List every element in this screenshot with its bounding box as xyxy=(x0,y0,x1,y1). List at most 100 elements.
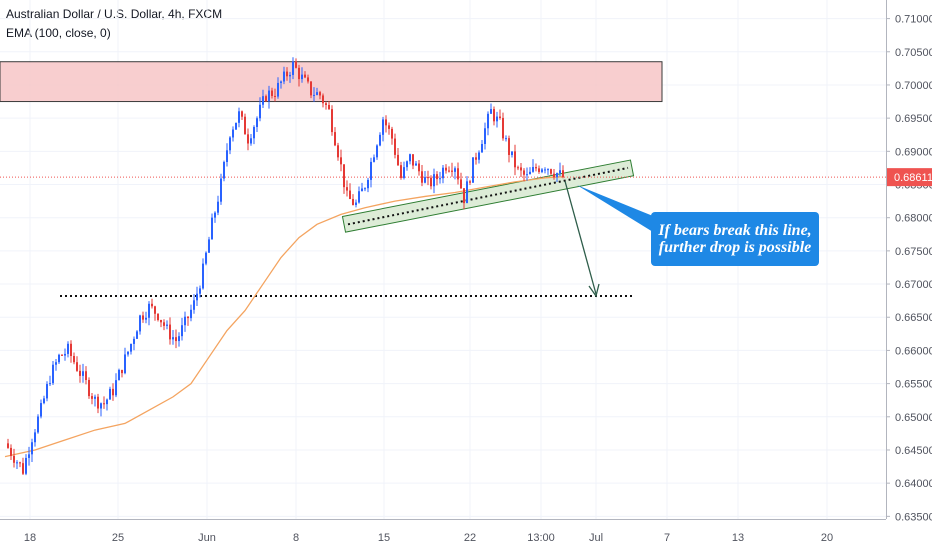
candle-body xyxy=(409,154,411,162)
candle-body xyxy=(148,303,150,318)
candle-body xyxy=(46,384,48,399)
candle-body xyxy=(304,74,306,78)
candle-body xyxy=(262,96,264,105)
candle-body xyxy=(337,145,339,158)
candle-body xyxy=(358,191,360,203)
candle-body xyxy=(508,138,510,155)
candle-body xyxy=(433,174,435,187)
candle-body xyxy=(58,354,60,363)
candle-body xyxy=(538,168,540,172)
candle-body xyxy=(37,416,39,433)
candle-body xyxy=(85,371,87,380)
candle-body xyxy=(106,399,108,405)
candle-body xyxy=(310,81,312,96)
candle-body xyxy=(133,338,135,344)
candle-body xyxy=(346,187,348,191)
candle-body xyxy=(424,177,426,183)
candle-body xyxy=(7,443,9,448)
candle-body xyxy=(556,173,558,178)
candle-body xyxy=(367,179,369,189)
candle-body xyxy=(34,432,36,443)
projection-arrowhead xyxy=(588,283,600,298)
candle-body xyxy=(430,177,432,187)
candle-body xyxy=(550,169,552,174)
candle-body xyxy=(16,462,18,464)
candle-body xyxy=(280,81,282,83)
candle-body xyxy=(382,119,384,135)
candle-body xyxy=(250,138,252,144)
candle-body xyxy=(289,74,291,77)
candle-body xyxy=(295,61,297,68)
candle-body xyxy=(472,157,474,183)
candle-body xyxy=(70,343,72,357)
y-tick-label: 0.64500 xyxy=(895,445,932,457)
candle-body xyxy=(439,178,441,180)
candle-body xyxy=(226,150,228,162)
y-tick-label: 0.69500 xyxy=(895,113,932,125)
candle-body xyxy=(229,137,231,151)
y-tick-label: 0.67000 xyxy=(895,279,932,291)
candle-body xyxy=(178,336,180,342)
annotation-line-2: further drop is possible xyxy=(658,239,812,256)
candle-body xyxy=(193,300,195,310)
candle-body xyxy=(457,168,459,180)
candle-body xyxy=(31,442,33,455)
candle-body xyxy=(313,94,315,96)
candle-body xyxy=(10,447,12,456)
y-tick-label: 0.64000 xyxy=(895,478,932,490)
candle-body xyxy=(376,145,378,158)
candle-body xyxy=(121,369,123,374)
candle-body xyxy=(256,118,258,128)
current-price-tag xyxy=(887,168,932,187)
candle-body xyxy=(97,396,99,409)
candle-body xyxy=(325,103,327,105)
candle-body xyxy=(166,324,168,326)
candle-body xyxy=(286,71,288,77)
candle-body xyxy=(421,171,423,183)
candle-body xyxy=(481,143,483,153)
x-tick-label: Jun xyxy=(198,532,216,544)
candle-body xyxy=(271,90,273,96)
candle-body xyxy=(496,116,498,122)
projection-arrow xyxy=(564,180,597,295)
candle-body xyxy=(493,109,495,122)
candle-body xyxy=(397,154,399,166)
candle-body xyxy=(91,396,93,399)
candle-body xyxy=(160,320,162,323)
candle-body xyxy=(43,398,45,404)
candle-body xyxy=(460,179,462,189)
x-tick-label: 7 xyxy=(664,532,670,544)
candle-body xyxy=(115,380,117,396)
y-tick-label: 0.70500 xyxy=(895,47,932,59)
x-tick-label: 15 xyxy=(378,532,390,544)
candle-body xyxy=(232,129,234,138)
candle-body xyxy=(253,127,255,139)
candle-body xyxy=(139,315,141,332)
candle-body xyxy=(208,239,210,253)
candle-body xyxy=(217,201,219,213)
candle-body xyxy=(484,128,486,144)
candle-body xyxy=(40,403,42,417)
y-tick-label: 0.67500 xyxy=(895,246,932,258)
candle-body xyxy=(334,132,336,146)
candle-body xyxy=(124,354,126,374)
candle-body xyxy=(343,164,345,188)
candle-body xyxy=(151,303,153,307)
candle-body xyxy=(541,169,543,172)
candle-body xyxy=(79,370,81,376)
candle-body xyxy=(181,325,183,337)
candle-body xyxy=(190,309,192,319)
trendline-channel xyxy=(341,159,635,233)
candle-body xyxy=(76,362,78,371)
candle-body xyxy=(361,188,363,192)
candle-body xyxy=(244,116,246,135)
candle-body xyxy=(94,396,96,399)
candle-body xyxy=(331,109,333,133)
candle-body xyxy=(403,167,405,178)
candle-body xyxy=(526,174,528,176)
candle-body xyxy=(442,167,444,179)
candle-body xyxy=(52,364,54,384)
candle-body xyxy=(463,188,465,204)
candle-body xyxy=(196,293,198,301)
